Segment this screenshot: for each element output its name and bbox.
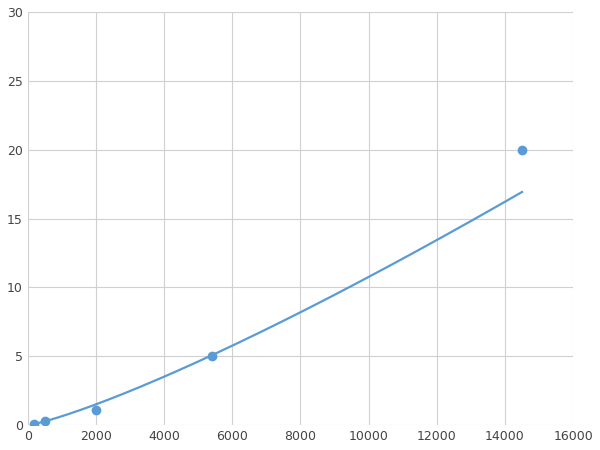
Point <box>29 420 39 427</box>
Point <box>517 146 527 153</box>
Point <box>207 353 217 360</box>
Point <box>40 418 50 425</box>
Point <box>91 406 101 414</box>
